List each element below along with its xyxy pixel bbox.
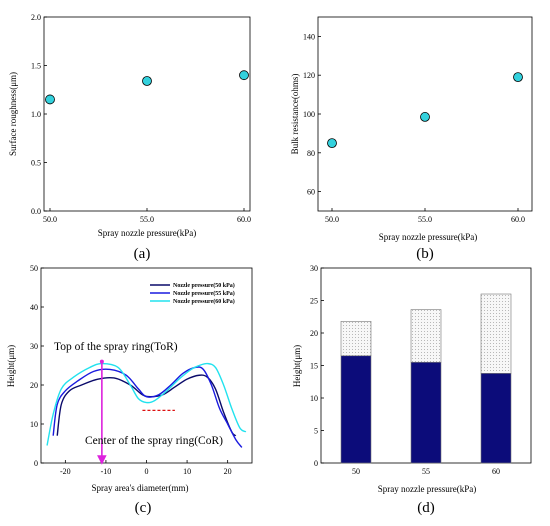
panel-a-ytick-label: 0.5 [31,159,41,168]
panel-c-legend: Nozzle pressure(50 kPa) Nozzle pressure(… [150,282,235,305]
panel-d-bar-segment-1 [480,293,512,374]
panel-b-ytick-label: 60 [307,188,315,197]
annotation-center-of-ring: Center of the spray ring(CoR) [85,435,223,447]
panel-b-point [513,72,523,83]
panel-b-xtick-label: 55.0 [418,215,432,224]
panel-c-series-line-2 [46,362,247,446]
panel-a-xtick-label: 60.0 [237,215,251,224]
panel-b-ytick-label: 100 [303,110,315,119]
panel-c-arrow-start [99,359,104,364]
panel-d-xtick-label: 50 [352,467,360,476]
panel-b-ytick-label: 120 [303,71,315,80]
panel-d-xlabel: Spray nozzle pressure(kPa) [378,484,476,494]
panel-d-ytick-label: 25 [310,297,318,306]
panel-a-xtick-label: 55.0 [140,215,154,224]
panel-a-ytick-label: 2.0 [31,13,41,22]
panel-d-bar-segment-1 [340,320,372,357]
panel-d-bar-segment-0 [410,361,442,464]
panel-c-xtick-label: 10 [183,467,191,476]
panel-d-ytick-label: 0 [314,459,318,468]
panel-d-ytick-label: 15 [310,362,318,371]
panel-a-xtick-label: 50.0 [43,215,57,224]
panel-a-ytick-label: 0.0 [31,207,41,216]
panel-c-ytick-label: 20 [30,381,38,390]
panel-b-xtick-label: 60.0 [511,215,525,224]
panel-a-marks [45,70,249,105]
panel-a-label: (a) [134,246,151,262]
panel-b-label: (b) [416,246,434,262]
panel-a-point [142,76,152,86]
panel-b-point [327,138,337,149]
panel-a-plot-area [43,16,251,212]
panel-c-xtick-label: 20 [224,467,232,476]
panel-d-bar-segment-0 [480,372,512,464]
legend-label-55kpa: Nozzle pressure(55 kPa) [173,290,235,297]
panel-a-ylabel: Surface roughness(μm) [8,72,18,156]
panel-b: 60 80 100 120 140 50.0 55.0 60.0 Spray nozzle p… [290,16,533,262]
panel-d-ylabel: Height(μm) [292,345,302,387]
panel-d-marks [340,293,512,464]
panel-a-ytick-label: 1.0 [31,110,41,119]
panel-b-marks [327,72,523,149]
panel-c: 0 10 20 30 40 50 -20 -10 0 10 20 Nozzle pressure(5… [6,264,253,516]
panel-d-bar-segment-1 [410,309,442,363]
legend-label-60kpa: Nozzle pressure(60 kPa) [173,298,235,305]
panel-d-ytick-label: 10 [310,394,318,403]
panel-c-xlabel: Spray area's diameter(mm) [91,483,188,493]
panel-d-xtick-label: 60 [492,467,500,476]
panel-c-ticks: 0 10 20 30 40 50 -20 -10 0 10 20 [30,264,232,476]
panel-c-ytick-label: 10 [30,420,38,429]
panel-c-ytick-label: 30 [30,342,38,351]
panel-a-xlabel: Spray nozzle pressure(kPa) [98,228,196,238]
panel-d-ytick-label: 30 [310,264,318,273]
panel-d-ytick-label: 20 [310,329,318,338]
panel-b-point [420,112,430,122]
panel-d-xtick-label: 55 [422,467,430,476]
panel-d-label: (d) [417,500,435,516]
panel-a-point [45,94,55,105]
panel-c-label: (c) [135,500,152,516]
panel-c-series-line-0 [56,374,237,437]
panel-c-xtick-label: -10 [101,467,112,476]
panel-d: 0 5 10 15 20 25 30 50 55 60 Spray nozzle pressure… [292,264,532,516]
legend-label-50kpa: Nozzle pressure(50 kPa) [173,282,235,289]
panel-a: 0.0 0.5 1.0 1.5 2.0 50.0 55.0 60.0 Spray nozzle… [8,13,251,262]
panel-d-bar-segment-0 [340,355,372,464]
panel-c-xtick-label: 0 [145,467,149,476]
panel-c-ytick-label: 40 [30,303,38,312]
panel-c-ytick-label: 0 [34,459,38,468]
panel-a-ytick-label: 1.5 [31,62,41,71]
panel-c-marks [46,359,247,465]
panel-c-ylabel: Height(μm) [6,345,16,387]
panel-d-ticks: 0 5 10 15 20 25 30 50 55 60 [310,264,500,476]
panel-b-ytick-label: 140 [303,32,315,41]
panel-c-xtick-label: -20 [60,467,71,476]
panel-b-ytick-label: 80 [307,149,315,158]
panel-a-point [239,70,249,81]
panel-c-series-line-1 [52,366,243,448]
panel-c-ytick-label: 50 [30,264,38,273]
panel-a-ticks: 0.0 0.5 1.0 1.5 2.0 50.0 55.0 60.0 [31,13,251,224]
panel-b-xlabel: Spray nozzle pressure(kPa) [379,232,477,242]
panel-b-ticks: 60 80 100 120 140 50.0 55.0 60.0 [303,32,525,224]
panel-b-xtick-label: 50.0 [325,215,339,224]
annotation-top-of-ring: Top of the spray ring(ToR) [54,341,178,353]
panel-b-ylabel: Bulk resistance(ohms) [290,74,300,155]
panel-c-plot-area [40,267,253,464]
panel-d-ytick-label: 5 [314,427,318,436]
